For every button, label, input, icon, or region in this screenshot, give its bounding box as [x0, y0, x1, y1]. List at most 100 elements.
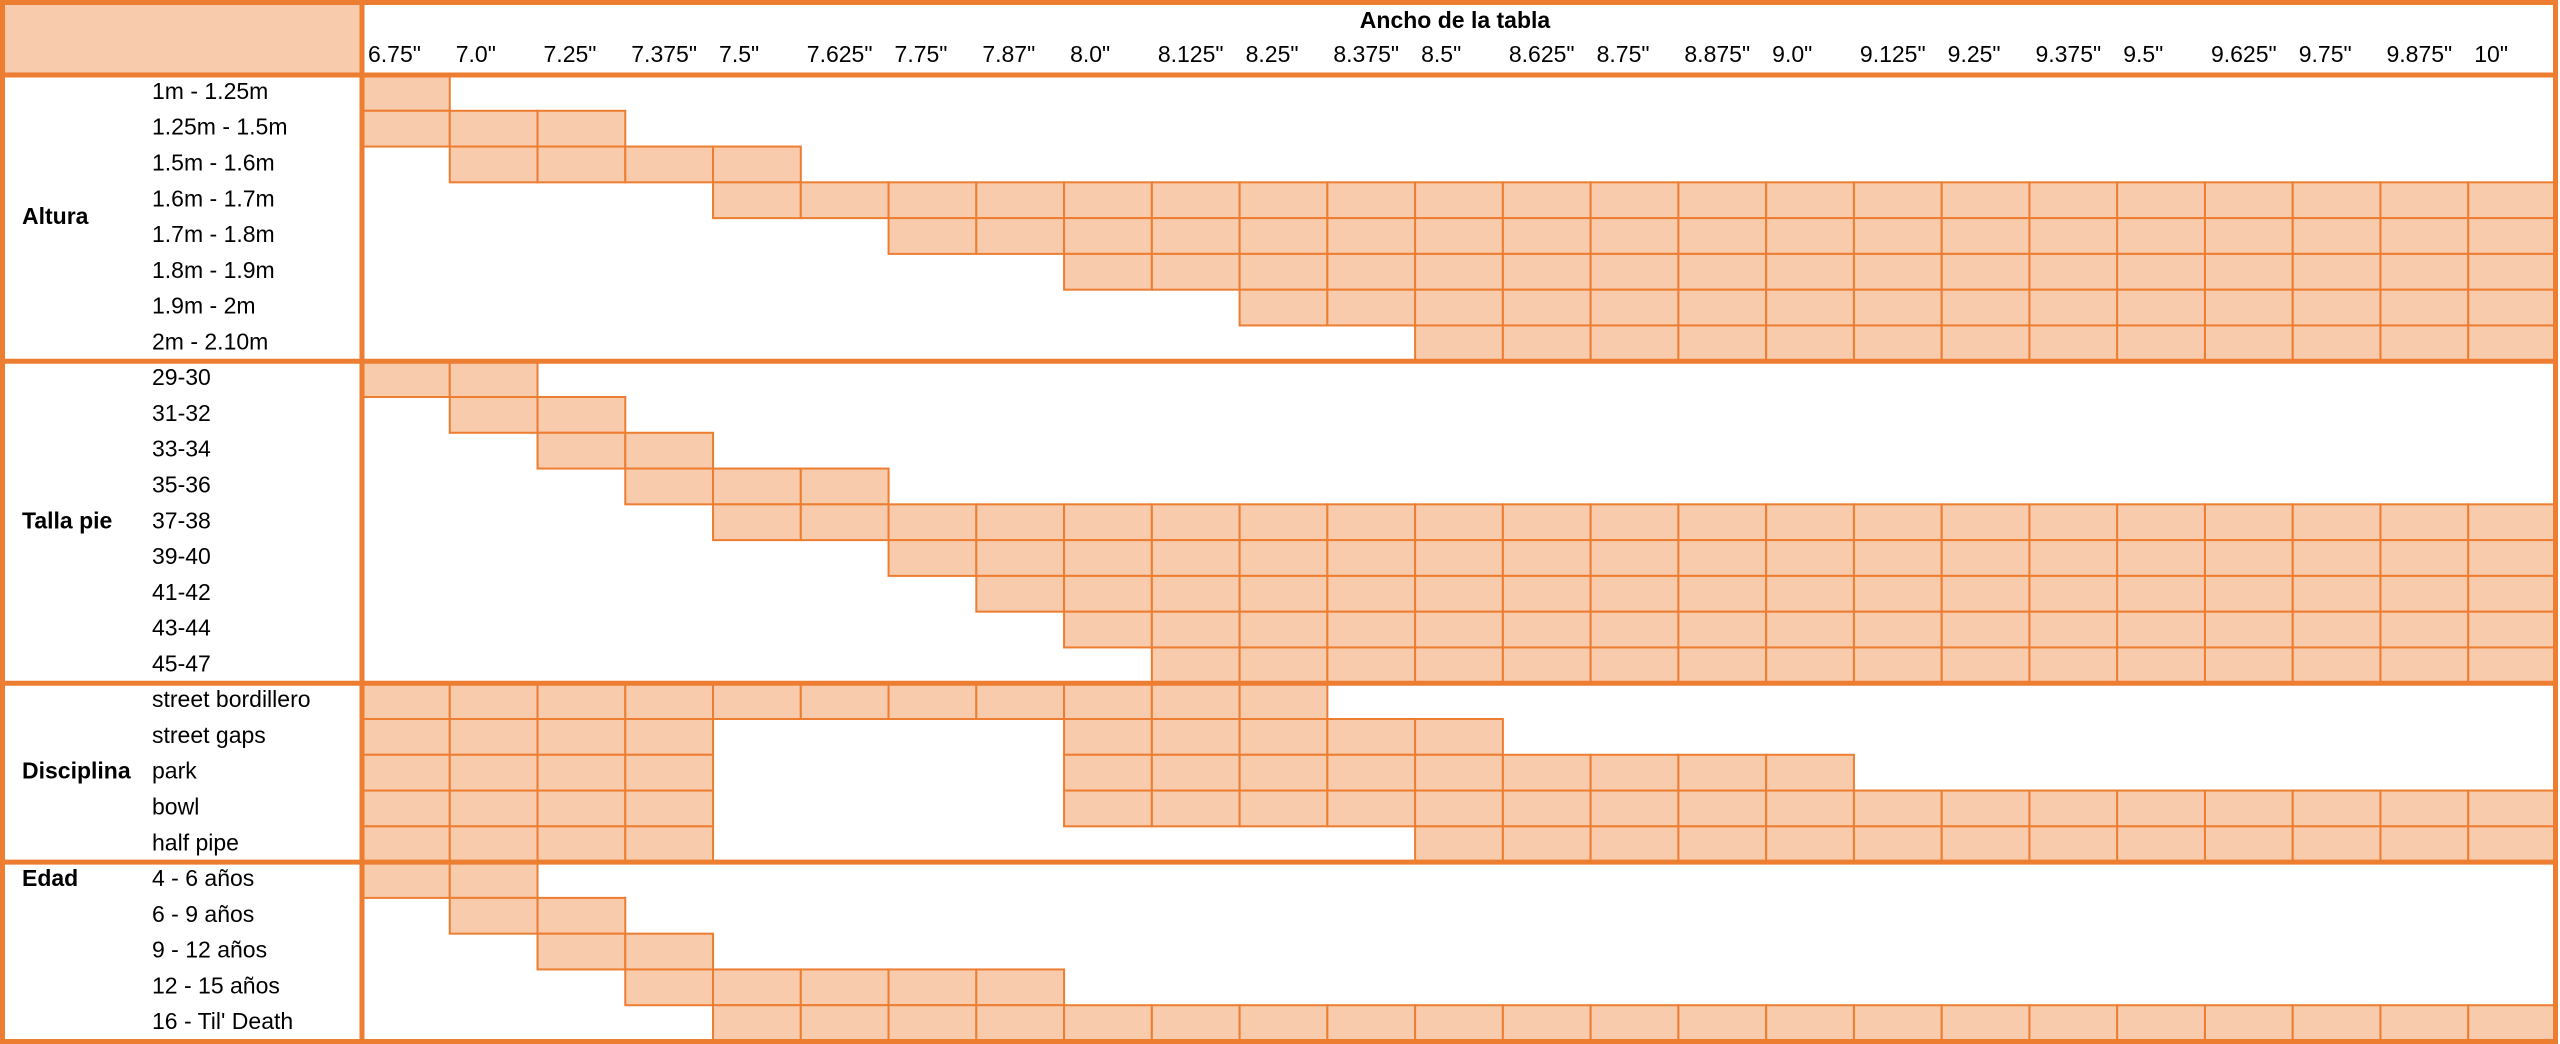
- filled-cell: [1326, 718, 1417, 756]
- filled-cell: [1940, 789, 2031, 828]
- filled-cell: [1414, 789, 1504, 828]
- filled-cell: [1150, 1004, 1241, 1043]
- filled-cell: [2467, 610, 2557, 649]
- filled-cell: [2291, 610, 2382, 649]
- row-label: 2m - 2.10m: [152, 328, 268, 354]
- filled-cell: [2467, 789, 2557, 828]
- filled-cell: [1677, 288, 1768, 327]
- filled-cell: [1238, 646, 1329, 685]
- filled-cell: [975, 1004, 1066, 1043]
- filled-cell: [975, 217, 1066, 255]
- filled-cell: [1501, 324, 1592, 363]
- filled-cell: [1150, 217, 1241, 255]
- filled-cell: [1677, 252, 1768, 291]
- filled-cell: [2028, 324, 2119, 363]
- filled-cell: [1852, 789, 1943, 828]
- filled-cell: [1589, 574, 1680, 613]
- filled-cell: [1326, 217, 1417, 255]
- row-label: 39-40: [152, 543, 211, 569]
- filled-cell: [2203, 1004, 2294, 1043]
- width-label: 8.125": [1158, 41, 1224, 67]
- filled-cell: [2203, 503, 2294, 542]
- filled-cell: [2116, 825, 2206, 864]
- filled-cell: [2379, 288, 2470, 327]
- row-label: 43-44: [152, 615, 211, 641]
- filled-cell: [712, 503, 802, 542]
- filled-cell: [887, 539, 978, 577]
- filled-cell: [536, 718, 627, 756]
- filled-cell: [1852, 825, 1943, 864]
- filled-cell: [1501, 789, 1592, 828]
- filled-cell: [1589, 252, 1680, 291]
- filled-cell: [1414, 574, 1504, 613]
- filled-cell: [1501, 539, 1592, 577]
- group-label: Disciplina: [22, 758, 131, 784]
- filled-cell: [1238, 503, 1329, 542]
- filled-cell: [1326, 574, 1417, 613]
- filled-cell: [799, 467, 890, 506]
- filled-cell: [1238, 1004, 1329, 1043]
- filled-cell: [799, 1004, 890, 1043]
- filled-cell: [1940, 610, 2031, 649]
- filled-cell: [1238, 610, 1329, 649]
- filled-cell: [1501, 252, 1592, 291]
- filled-cell: [1852, 646, 1943, 685]
- filled-cell: [1326, 789, 1417, 828]
- filled-cell: [1414, 825, 1504, 864]
- filled-cell: [1589, 753, 1680, 792]
- filled-cell: [1765, 252, 1855, 291]
- filled-cell: [1677, 646, 1768, 685]
- filled-cell: [1414, 324, 1504, 363]
- filled-cell: [1063, 574, 1153, 613]
- width-label: 9.0": [1772, 41, 1812, 67]
- filled-cell: [536, 682, 627, 721]
- filled-cell: [1063, 718, 1153, 756]
- filled-cell: [536, 431, 627, 470]
- filled-cell: [624, 932, 715, 971]
- width-label: 9.5": [2123, 41, 2163, 67]
- filled-cell: [1852, 324, 1943, 363]
- width-label: 8.375": [1333, 41, 1399, 67]
- filled-cell: [1852, 503, 1943, 542]
- filled-cell: [1063, 610, 1153, 649]
- filled-cell: [1940, 1004, 2031, 1043]
- filled-cell: [1326, 181, 1417, 220]
- filled-cell: [1063, 503, 1153, 542]
- filled-cell: [361, 753, 451, 792]
- filled-cell: [2379, 252, 2470, 291]
- filled-cell: [2203, 324, 2294, 363]
- filled-cell: [1501, 1004, 1592, 1043]
- filled-cell: [2203, 539, 2294, 577]
- row-label: 45-47: [152, 650, 211, 676]
- filled-cell: [975, 968, 1066, 1007]
- filled-cell: [2028, 574, 2119, 613]
- filled-cell: [2379, 217, 2470, 255]
- filled-cell: [1150, 789, 1241, 828]
- filled-cell: [1414, 610, 1504, 649]
- filled-cell: [2028, 181, 2119, 220]
- filled-cell: [2379, 1004, 2470, 1043]
- filled-cell: [1326, 252, 1417, 291]
- filled-cell: [2291, 789, 2382, 828]
- filled-cell: [2116, 324, 2206, 363]
- filled-cell: [975, 181, 1066, 220]
- width-label: 8.5": [1421, 41, 1461, 67]
- filled-cell: [2203, 288, 2294, 327]
- filled-cell: [1852, 539, 1943, 577]
- filled-cell: [2291, 252, 2382, 291]
- filled-cell: [1852, 181, 1943, 220]
- filled-cell: [2291, 1004, 2382, 1043]
- filled-cell: [2379, 324, 2470, 363]
- filled-cell: [2116, 789, 2206, 828]
- filled-cell: [2467, 646, 2557, 685]
- filled-cell: [2291, 646, 2382, 685]
- filled-cell: [448, 789, 539, 828]
- filled-cell: [1238, 574, 1329, 613]
- filled-cell: [1589, 646, 1680, 685]
- row-label: 12 - 15 años: [152, 972, 280, 998]
- filled-cell: [1501, 288, 1592, 327]
- filled-cell: [2467, 574, 2557, 613]
- filled-cell: [1501, 610, 1592, 649]
- filled-cell: [1326, 646, 1417, 685]
